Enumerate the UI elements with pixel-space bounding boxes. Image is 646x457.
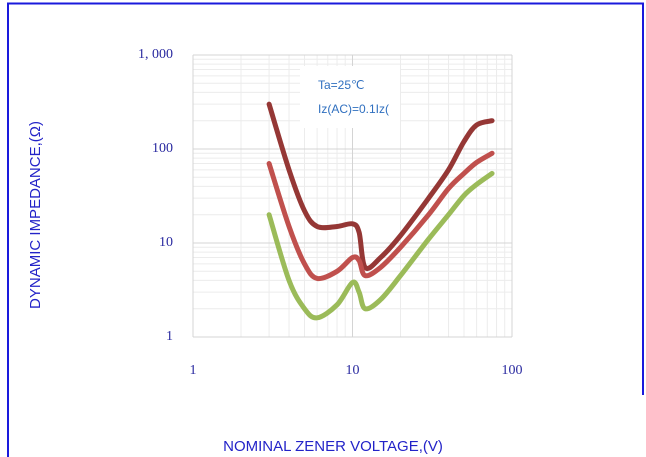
curve [266,170,495,321]
curve [266,101,495,271]
y-tick-label: 10 [159,235,173,250]
annotation: Iz(AC)=0.1Iz( [318,102,389,116]
x-tick-label: 10 [346,363,360,378]
y-tick-label: 1, 000 [138,47,173,62]
curves [266,101,495,321]
y-axis-label: DYNAMIC IMPEDANCE,(Ω) [27,121,44,309]
curve [266,150,495,282]
x-tick-label: 100 [502,363,523,378]
y-tick-label: 1 [166,329,173,344]
annotation: Ta=25℃ [318,78,365,92]
y-tick-label: 100 [152,141,173,156]
x-tick-label: 1 [190,363,197,378]
x-axis-label: NOMINAL ZENER VOLTAGE,(V) [223,438,443,455]
annotation-box [300,66,400,128]
frame [7,2,644,457]
